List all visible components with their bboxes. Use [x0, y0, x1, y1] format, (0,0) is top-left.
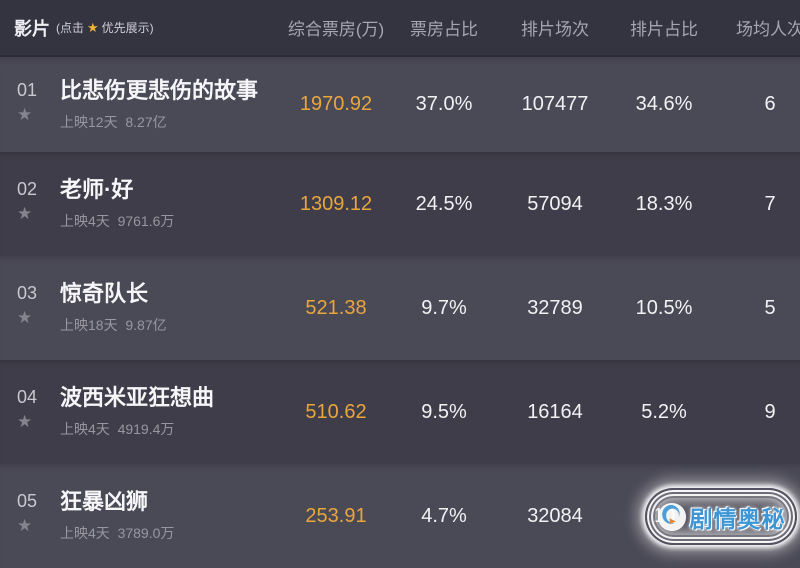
session-share-value: 10.5%	[635, 296, 693, 319]
avg-attendance-value: 6	[764, 93, 776, 115]
header-gross-share: 票房占比	[410, 20, 478, 39]
favorite-star-icon[interactable]: ★	[17, 204, 33, 223]
header-movie-label: 影片	[14, 18, 50, 39]
release-info: 上映18天 9.87亿	[60, 317, 167, 333]
sessions-value: 32084	[527, 504, 583, 527]
gross-value: 521.38	[305, 296, 367, 319]
movie-row[interactable]: 01 ★ 比悲伤更悲伤的故事 上映12天 8.27亿 1970.92 37.0%…	[0, 57, 800, 152]
rank-number: 03	[17, 283, 38, 303]
movie-row[interactable]: 04 ★ 波西米亚狂想曲 上映4天 4919.4万 510.62 9.5% 16…	[0, 360, 800, 464]
gross-value: 1970.92	[299, 93, 373, 115]
favorite-star-icon[interactable]: ★	[17, 412, 33, 431]
gross-share-value: 4.7%	[421, 504, 467, 527]
favorite-star-icon[interactable]: ★	[17, 516, 33, 535]
movie-cell: 04 ★ 波西米亚狂想曲 上映4天 4919.4万	[0, 385, 280, 439]
rank-number: 05	[17, 491, 38, 511]
session-share-value: 34.6%	[635, 93, 693, 115]
sessions-value: 16164	[527, 400, 583, 423]
sessions-value: 32789	[527, 296, 583, 319]
movie-title[interactable]: 比悲伤更悲伤的故事	[60, 77, 259, 103]
movie-cell: 05 ★ 狂暴凶狮 上映4天 3789.0万	[0, 489, 280, 543]
movie-cell: 03 ★ 惊奇队长 上映18天 9.87亿	[0, 281, 280, 335]
gross-value: 510.62	[305, 400, 367, 423]
header-session-share: 排片占比	[630, 20, 698, 39]
release-info: 上映4天 3789.0万	[60, 525, 175, 541]
rank-number: 01	[17, 79, 38, 100]
movie-title[interactable]: 狂暴凶狮	[60, 489, 149, 514]
header-movie: 影片 (点击 ★ 优先展示)	[0, 15, 280, 41]
watermark-logo-icon	[657, 502, 686, 531]
movie-title[interactable]: 老师·好	[60, 177, 134, 202]
avg-attendance-value: 7	[764, 192, 776, 215]
gross-value: 1309.12	[299, 192, 373, 215]
header-sessions: 排片场次	[521, 20, 589, 39]
rank-number: 04	[17, 387, 38, 407]
watermark: 剧情奥秘	[645, 488, 797, 545]
favorite-star-icon[interactable]: ★	[17, 104, 33, 124]
header-movie-note: (点击 ★ 优先展示)	[56, 19, 154, 36]
gross-value: 253.91	[305, 504, 367, 527]
note-prefix: (点击	[56, 21, 84, 35]
avg-attendance-value: 5	[764, 296, 776, 319]
gross-share-value: 24.5%	[415, 192, 473, 215]
watermark-text: 剧情奥秘	[689, 505, 786, 532]
favorite-star-icon[interactable]: ★	[17, 308, 33, 327]
release-info: 上映4天 9761.6万	[60, 213, 175, 229]
movie-row[interactable]: 03 ★ 惊奇队长 上映18天 9.87亿 521.38 9.7% 32789 …	[0, 256, 800, 360]
rank-number: 02	[17, 179, 38, 199]
release-info: 上映4天 4919.4万	[60, 421, 175, 437]
movie-title[interactable]: 波西米亚狂想曲	[60, 385, 215, 410]
release-info: 上映12天 8.27亿	[60, 113, 167, 130]
movie-title[interactable]: 惊奇队长	[60, 281, 149, 306]
avg-attendance-value: 9	[764, 400, 776, 423]
gold-star-icon: ★	[87, 20, 99, 35]
gross-share-value: 9.5%	[421, 400, 467, 423]
gross-share-value: 9.7%	[421, 296, 467, 319]
session-share-value: 18.3%	[635, 192, 693, 215]
movie-cell: 02 ★ 老师·好 上映4天 9761.6万	[0, 177, 280, 231]
sessions-value: 107477	[521, 93, 589, 115]
note-suffix: 优先展示)	[101, 21, 154, 35]
movie-row[interactable]: 02 ★ 老师·好 上映4天 9761.6万 1309.12 24.5% 570…	[0, 152, 800, 256]
movie-cell: 01 ★ 比悲伤更悲伤的故事 上映12天 8.27亿	[0, 78, 280, 132]
movie-table-body: 01 ★ 比悲伤更悲伤的故事 上映12天 8.27亿 1970.92 37.0%…	[0, 57, 800, 568]
gross-share-value: 37.0%	[415, 93, 473, 115]
table-header: 影片 (点击 ★ 优先展示) 综合票房(万) 票房占比 排片场次 排片占比 场均人次	[0, 0, 800, 57]
header-avg-attendance: 场均人次	[736, 20, 800, 39]
sessions-value: 57094	[527, 192, 583, 215]
header-gross: 综合票房(万)	[287, 20, 385, 39]
session-share-value: 5.2%	[641, 400, 687, 423]
